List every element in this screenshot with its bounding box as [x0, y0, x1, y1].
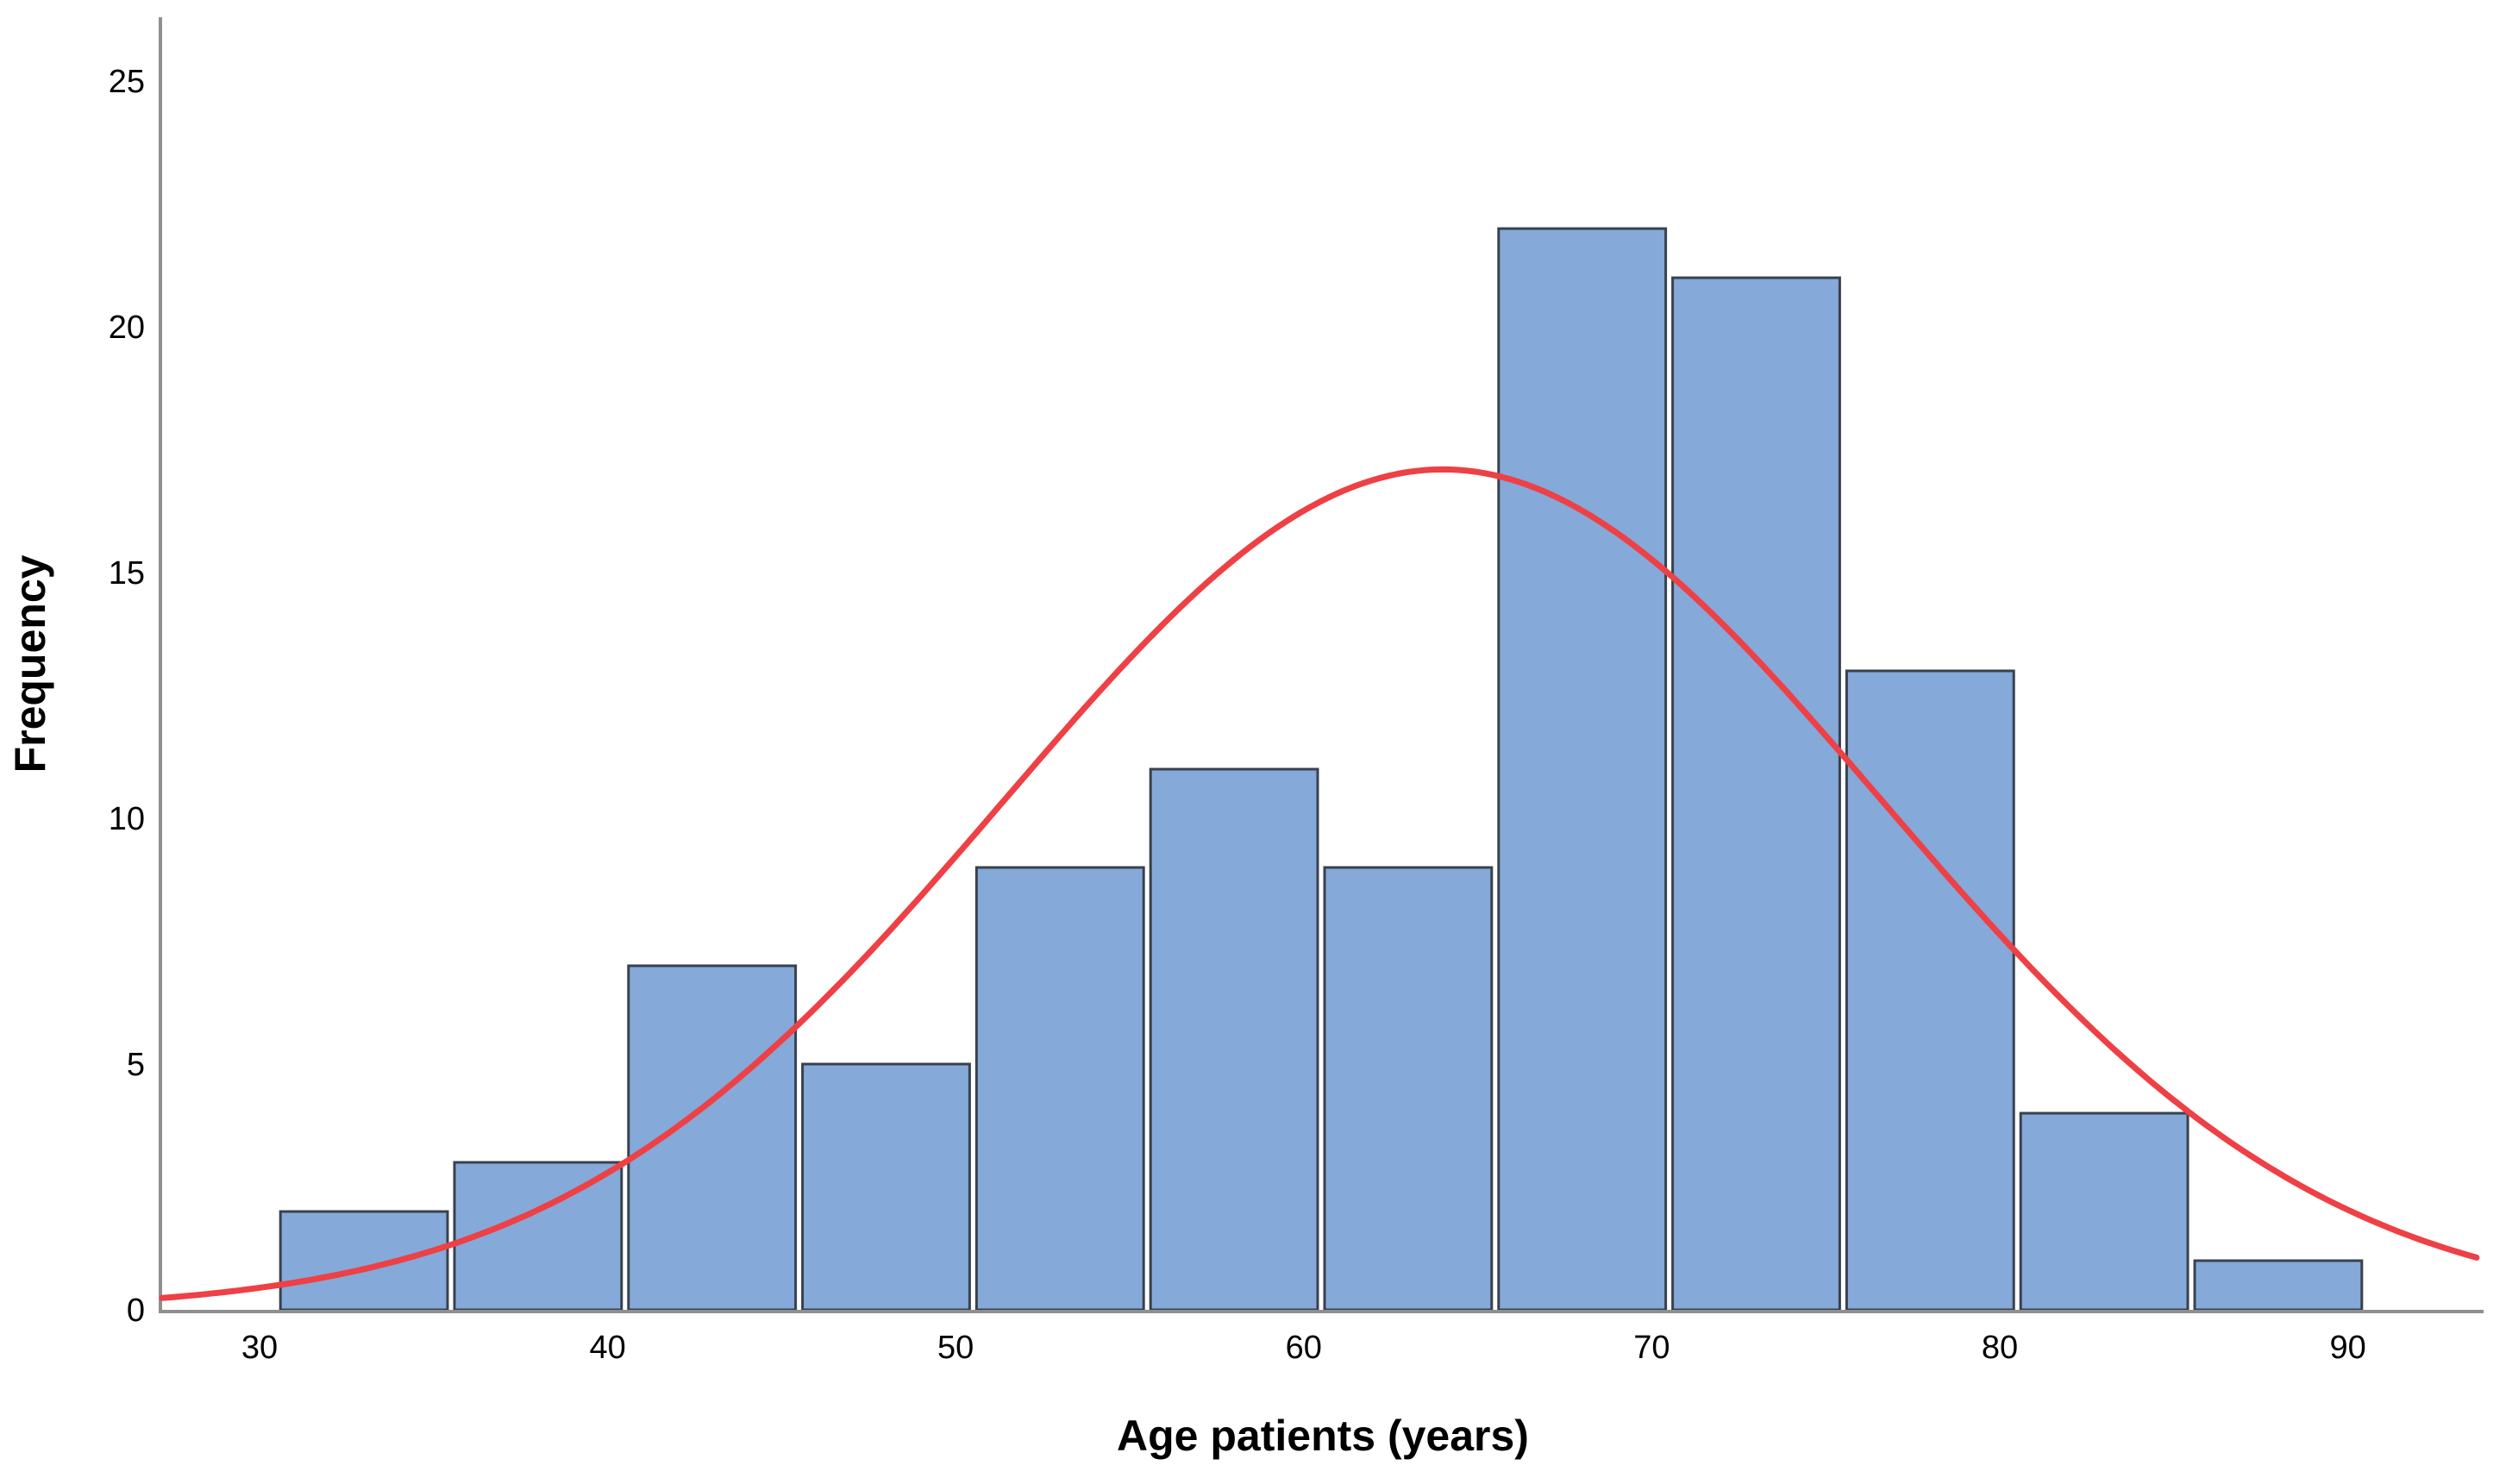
y-tick-label: 10 [109, 801, 145, 837]
histogram-bar [627, 964, 798, 1312]
x-tick-label: 40 [589, 1330, 625, 1366]
histogram-bar [1845, 669, 2015, 1312]
x-axis-title: Age patients (years) [1117, 1412, 1529, 1460]
y-tick-label: 20 [109, 310, 145, 346]
y-tick-label: 15 [109, 555, 145, 592]
x-tick-label: 50 [937, 1330, 974, 1366]
y-tick-label: 5 [127, 1047, 145, 1083]
x-tick-label: 60 [1286, 1330, 1322, 1366]
histogram-bar [2193, 1259, 2364, 1312]
histogram-bars [279, 227, 2364, 1312]
y-tick-label: 0 [127, 1293, 145, 1329]
histogram-bar [2019, 1111, 2190, 1312]
normal-curve [159, 466, 2480, 1301]
x-tick-label: 80 [1982, 1330, 2018, 1366]
x-tick-label: 90 [2329, 1330, 2365, 1366]
histogram-bar [801, 1062, 971, 1312]
x-tick-label: 30 [241, 1330, 278, 1366]
x-axis-tick-labels: 30 40 50 60 70 80 90 [241, 1330, 2366, 1366]
histogram-bar [279, 1210, 449, 1312]
histogram-bar [1149, 767, 1319, 1312]
y-axis-tick-labels: 0 5 10 15 20 25 [109, 64, 145, 1329]
y-axis-title: Frequency [6, 554, 54, 773]
y-tick-label: 25 [109, 64, 145, 100]
x-tick-label: 70 [1633, 1330, 1670, 1366]
histogram-bar [1323, 866, 1494, 1312]
histogram-bar [1497, 227, 1668, 1312]
histogram-bar [1671, 276, 1841, 1312]
histogram-bar [974, 866, 1145, 1312]
